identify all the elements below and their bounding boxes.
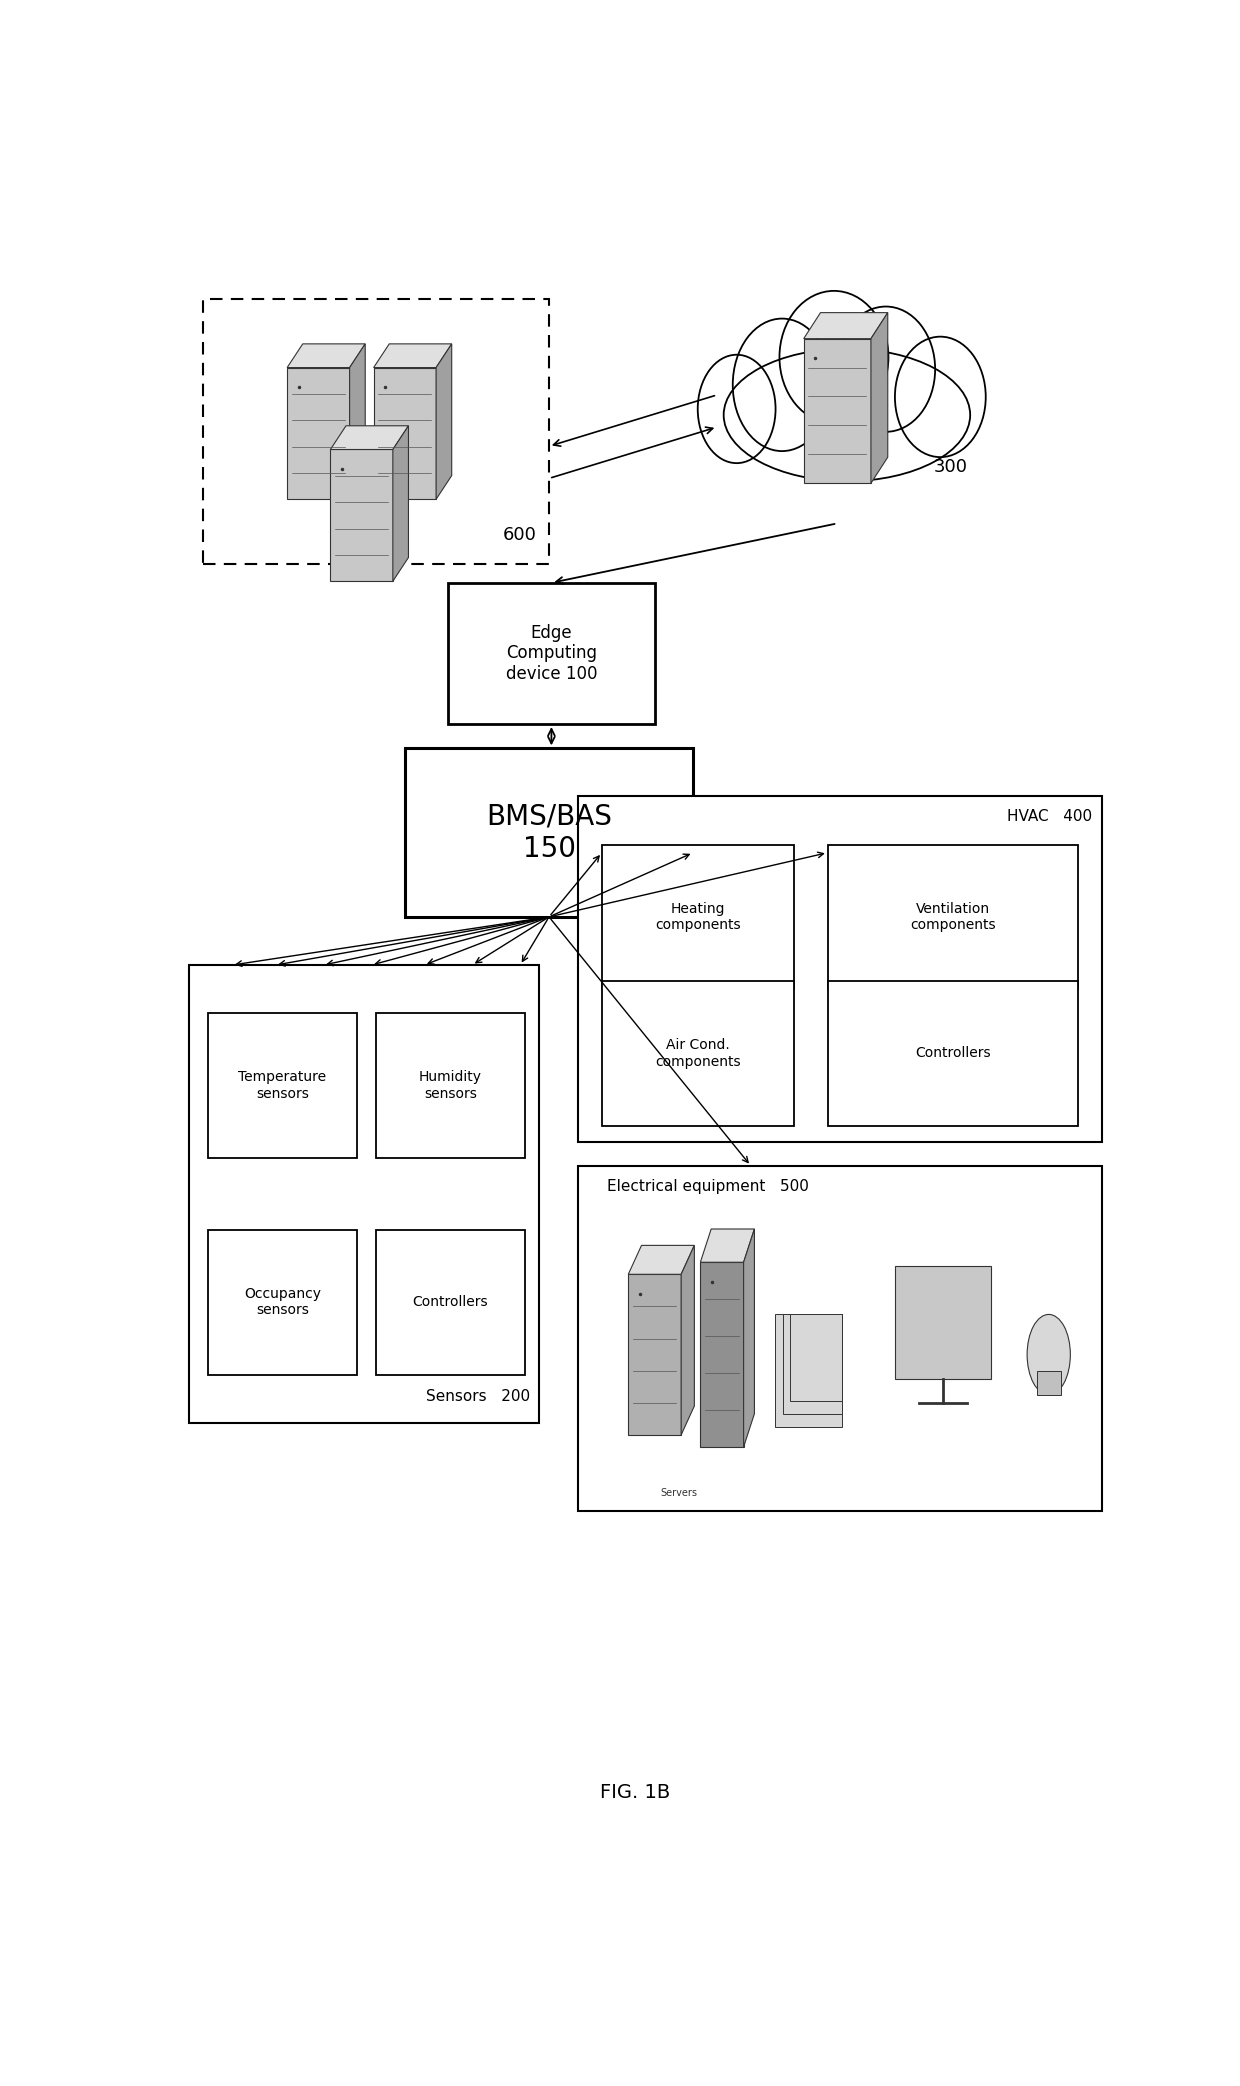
Bar <box>578 797 1101 1141</box>
Polygon shape <box>744 1229 754 1448</box>
Bar <box>775 1314 842 1427</box>
Polygon shape <box>288 344 366 367</box>
Text: Controllers: Controllers <box>413 1295 489 1310</box>
Ellipse shape <box>1027 1314 1070 1396</box>
Bar <box>895 1266 991 1379</box>
Polygon shape <box>373 344 451 367</box>
Bar <box>1037 1371 1060 1396</box>
Polygon shape <box>701 1229 754 1262</box>
Bar <box>601 980 794 1126</box>
Bar <box>828 980 1078 1126</box>
Bar <box>288 367 350 499</box>
Polygon shape <box>350 344 366 499</box>
Polygon shape <box>804 313 888 338</box>
Text: Ventilation
components: Ventilation components <box>910 901 996 932</box>
Bar <box>578 1166 1101 1510</box>
Bar <box>330 448 393 582</box>
Text: Sensors   200: Sensors 200 <box>425 1389 529 1404</box>
Polygon shape <box>393 426 408 582</box>
Bar <box>782 1314 842 1414</box>
Polygon shape <box>436 344 451 499</box>
Text: Occupancy
sensors: Occupancy sensors <box>244 1287 321 1318</box>
Polygon shape <box>629 1245 694 1275</box>
Bar <box>804 338 870 484</box>
Text: Humidity
sensors: Humidity sensors <box>419 1070 482 1101</box>
Bar <box>790 1314 842 1402</box>
Text: Servers: Servers <box>660 1487 697 1498</box>
Bar <box>376 1014 525 1158</box>
Bar <box>448 582 655 724</box>
Text: Heating
components: Heating components <box>655 901 740 932</box>
Ellipse shape <box>698 355 775 463</box>
Ellipse shape <box>733 319 831 451</box>
Text: Electrical equipment   500: Electrical equipment 500 <box>606 1179 808 1193</box>
Text: Temperature
sensors: Temperature sensors <box>238 1070 326 1101</box>
Bar <box>629 1275 681 1435</box>
Text: Air Cond.
components: Air Cond. components <box>655 1039 740 1068</box>
Bar <box>208 1231 357 1375</box>
Bar <box>203 298 549 563</box>
Text: FIG. 1B: FIG. 1B <box>600 1784 671 1802</box>
Polygon shape <box>681 1245 694 1435</box>
Bar <box>188 966 539 1423</box>
Bar <box>373 367 436 499</box>
Bar <box>404 749 693 918</box>
Ellipse shape <box>724 348 970 482</box>
Ellipse shape <box>895 336 986 457</box>
Text: HVAC   400: HVAC 400 <box>1007 809 1092 824</box>
Ellipse shape <box>837 307 935 432</box>
Text: BMS/BAS
150: BMS/BAS 150 <box>486 803 613 864</box>
Polygon shape <box>870 313 888 484</box>
Text: Edge
Computing
device 100: Edge Computing device 100 <box>506 624 598 684</box>
Bar <box>828 845 1078 989</box>
Text: Controllers: Controllers <box>915 1047 991 1060</box>
Ellipse shape <box>780 290 888 423</box>
Bar <box>208 1014 357 1158</box>
Bar <box>601 845 794 989</box>
Bar <box>376 1231 525 1375</box>
Text: 300: 300 <box>934 459 967 476</box>
Bar <box>701 1262 744 1448</box>
Text: 600: 600 <box>503 526 537 544</box>
Polygon shape <box>330 426 408 448</box>
